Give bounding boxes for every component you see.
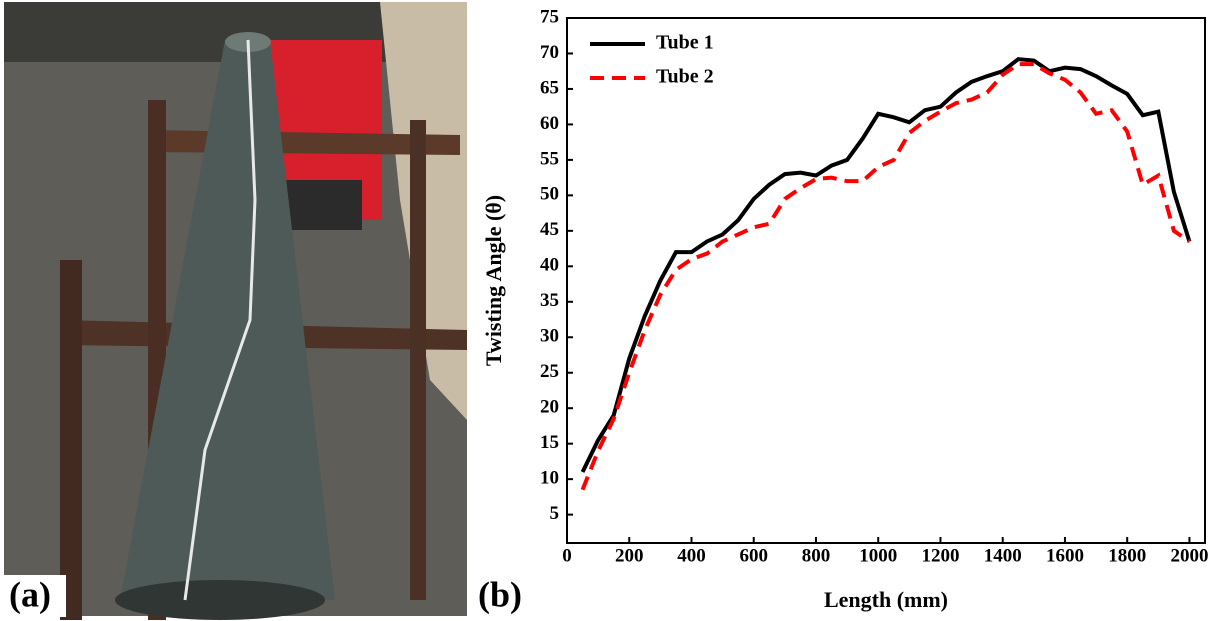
x-tick-label: 1600 <box>1046 545 1084 566</box>
y-tick-label: 5 <box>550 503 560 524</box>
data-line <box>580 62 1191 491</box>
plot-frame <box>566 17 1206 544</box>
x-tick-label: 1200 <box>921 545 959 566</box>
y-tick-label: 35 <box>540 290 559 311</box>
x-tick-label: 1400 <box>984 545 1022 566</box>
data-line <box>580 57 1192 473</box>
x-tick-label: 1000 <box>859 545 897 566</box>
x-tick-label: 200 <box>615 545 644 566</box>
x-tick-label: 1800 <box>1108 545 1146 566</box>
y-tick-label: 30 <box>540 326 559 347</box>
panel-label: (b) <box>478 574 522 614</box>
y-tick-label: 60 <box>540 113 559 134</box>
y-tick-label: 40 <box>540 255 559 276</box>
x-tick-label: 0 <box>562 545 572 566</box>
x-tick-label: 400 <box>677 545 706 566</box>
x-axis-label: Length (mm) <box>824 587 948 612</box>
legend-label: Tube 1 <box>656 32 714 54</box>
y-tick-label: 50 <box>540 184 559 205</box>
panel-label: (a) <box>9 574 51 614</box>
y-tick-label: 45 <box>540 219 559 240</box>
y-tick-label: 10 <box>540 468 559 489</box>
y-tick-label: 20 <box>540 397 559 418</box>
y-tick-label: 55 <box>540 148 559 169</box>
y-tick-label: 25 <box>540 361 559 382</box>
x-tick-label: 2000 <box>1170 545 1208 566</box>
y-tick-label: 70 <box>540 42 559 63</box>
x-tick-label: 600 <box>739 545 768 566</box>
y-axis-label: Twisting Angle (θ) <box>481 195 506 366</box>
y-tick-label: 15 <box>540 432 559 453</box>
y-tick-label: 65 <box>540 77 559 98</box>
photo: (a) <box>4 2 467 620</box>
legend-label: Tube 2 <box>656 66 714 88</box>
y-tick-label: 75 <box>540 6 559 27</box>
x-tick-label: 800 <box>802 545 831 566</box>
